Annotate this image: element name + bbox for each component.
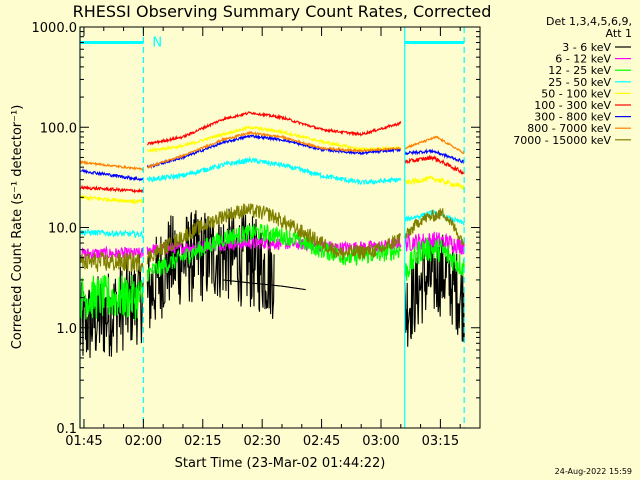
x-tick-label: 01:45 [65, 434, 102, 449]
series-group [79, 111, 465, 358]
series-line [79, 184, 144, 194]
annotation-label: N [152, 36, 162, 51]
y-tick-label: 0.1 [56, 422, 77, 437]
plot-frame [79, 26, 481, 429]
series-line [79, 245, 144, 261]
x-tick-label: 02:15 [184, 434, 221, 449]
series-line [404, 174, 465, 191]
legend-label: 25 - 50 keV [548, 76, 611, 89]
series-line [404, 208, 465, 246]
series-line [404, 209, 465, 226]
series-line [79, 194, 144, 205]
series-line [404, 135, 465, 155]
series-7000-15000-kev [79, 203, 465, 273]
series-line [146, 208, 275, 329]
y-tick-label: 1000.0 [32, 21, 78, 36]
series-line [404, 148, 465, 165]
legend-label: 7000 - 15000 keV [513, 134, 611, 147]
x-tick-label: 02:45 [303, 434, 340, 449]
series-25-50-kev [80, 155, 465, 239]
series-line [79, 274, 144, 321]
generated-timestamp: 24-Aug-2022 15:59 [554, 467, 632, 476]
series-line [79, 168, 144, 182]
legend-label: 3 - 6 keV [562, 41, 611, 54]
overlay-group: N [79, 27, 465, 428]
x-tick-label: 02:30 [243, 434, 280, 449]
series-line [79, 158, 144, 172]
series-line [404, 154, 465, 175]
y-tick-label: 100.0 [40, 121, 77, 136]
axes-group: 0.1 1.0 10.0 100.0 1000.0 01:45 02:00 02:15 02:3… [32, 21, 481, 449]
x-axis-label: Start Time (23-Mar-02 01:44:22) [175, 456, 386, 471]
x-tick-label: 03:15 [422, 434, 459, 449]
x-tick-label: 02:00 [125, 434, 162, 449]
series-100-300-kev [79, 111, 465, 194]
series-line [79, 251, 144, 273]
legend-header: Det 1,3,4,5,6,9, [546, 15, 632, 28]
series-line [222, 279, 306, 291]
y-axis-label: Corrected Count Rate (s⁻¹ detector⁻¹) [10, 105, 25, 350]
series-line [404, 237, 465, 281]
series-300-800-kev [79, 133, 465, 182]
legend-label: 800 - 7000 keV [527, 122, 611, 135]
x-tick-label: 03:00 [362, 434, 399, 449]
legend-header: Att 1 [606, 27, 632, 40]
series-line [146, 111, 402, 146]
series-line [146, 130, 402, 169]
series-line [146, 155, 402, 186]
series-line [146, 203, 402, 265]
series-800-7000-kev [79, 130, 465, 172]
legend-label: 6 - 12 keV [555, 53, 611, 66]
legend-label: 50 - 100 keV [541, 87, 611, 100]
y-tick-label: 10.0 [48, 222, 77, 237]
legend-label: 100 - 300 keV [534, 99, 611, 112]
series-line [80, 228, 144, 239]
y-tick-label: 1.0 [56, 322, 77, 337]
legend-label: 300 - 800 keV [534, 111, 611, 124]
series-3-6-kev [79, 208, 465, 358]
chart-title: RHESSI Observing Summary Count Rates, Co… [73, 2, 492, 21]
series-line [404, 234, 465, 347]
legend-label: 12 - 25 keV [548, 64, 611, 77]
series-line [146, 133, 402, 170]
